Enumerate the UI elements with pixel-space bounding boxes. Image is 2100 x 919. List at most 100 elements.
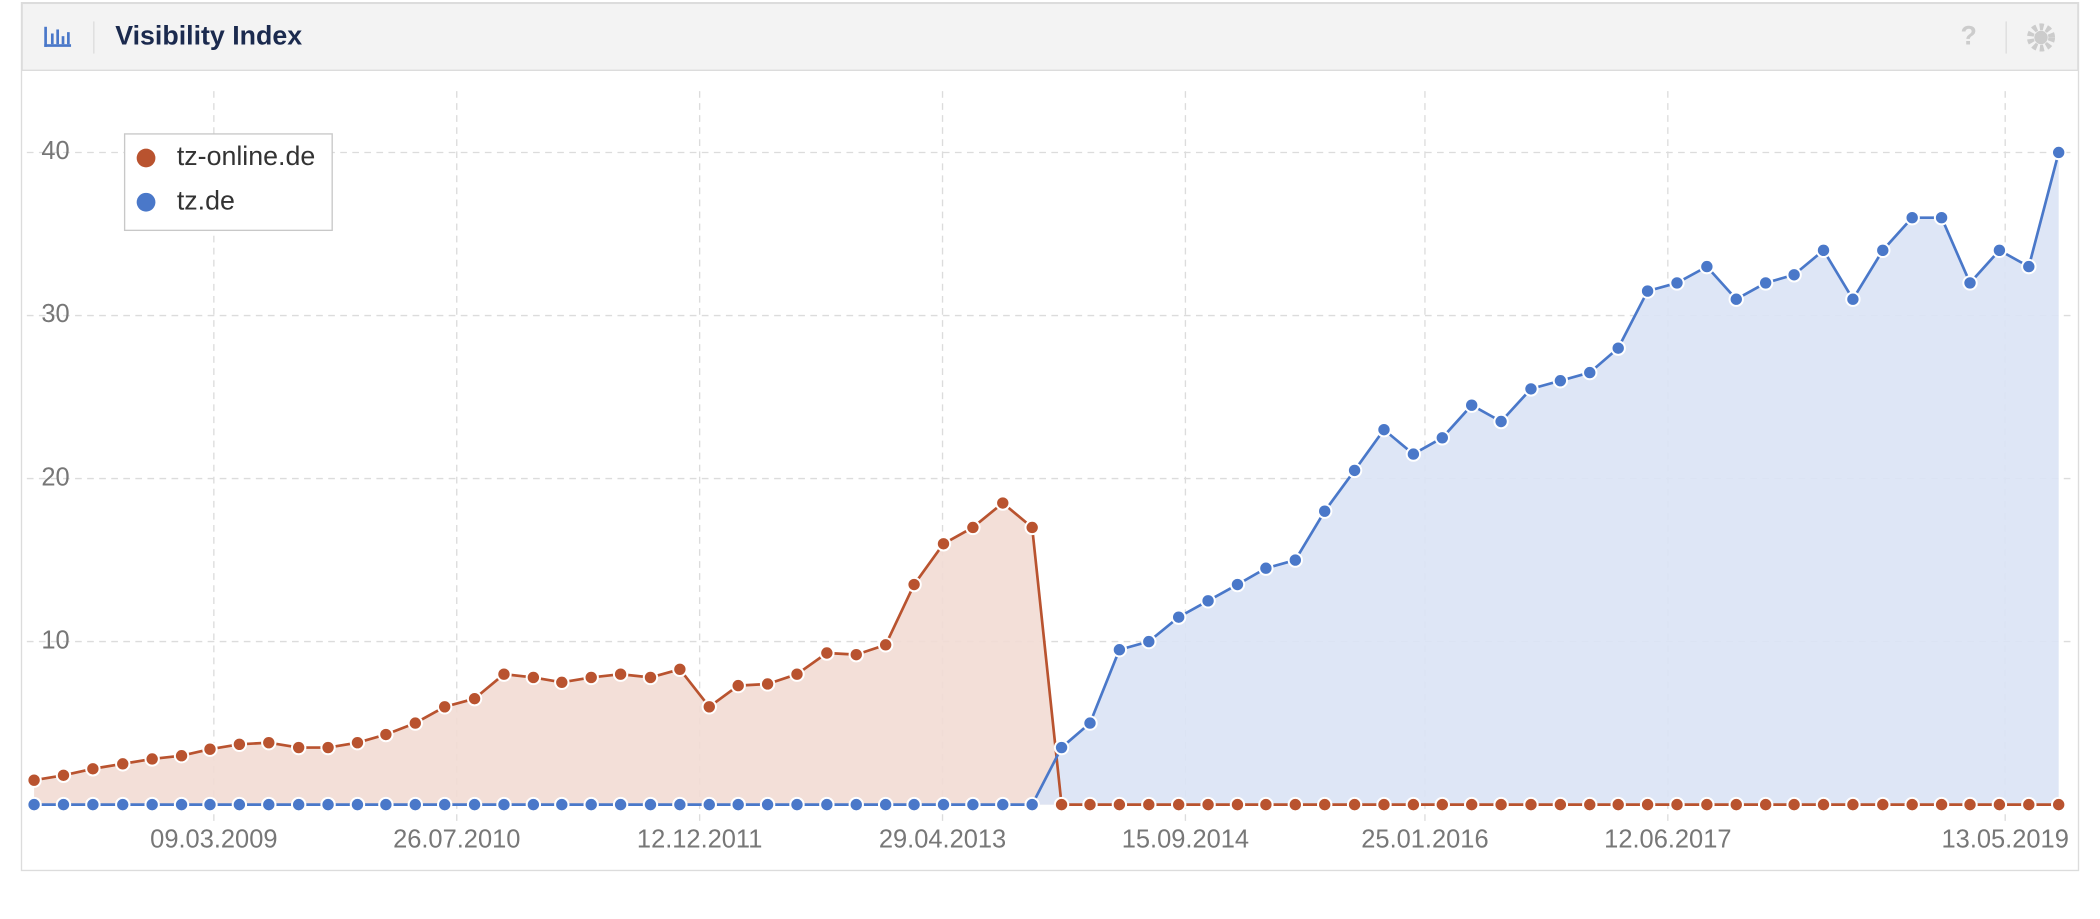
point xyxy=(1346,462,1363,479)
point xyxy=(173,796,190,813)
legend: tz-online.de tz.de xyxy=(123,133,333,232)
point xyxy=(1699,258,1715,275)
point xyxy=(1845,796,1861,813)
point xyxy=(496,796,512,813)
point xyxy=(1493,413,1509,430)
point xyxy=(55,796,72,813)
point xyxy=(583,669,599,686)
point xyxy=(1582,364,1598,381)
point xyxy=(1317,796,1333,813)
help-icon[interactable]: ? xyxy=(1961,21,1977,51)
point xyxy=(995,495,1011,511)
point xyxy=(1463,796,1480,813)
point xyxy=(173,748,190,764)
point xyxy=(466,796,483,813)
point xyxy=(1317,503,1333,519)
area xyxy=(34,503,2059,805)
point xyxy=(1582,796,1598,813)
point xyxy=(496,666,512,682)
plot: 10 20 30 40 09.03.2009 26.07.2010 12.12.2011 29… xyxy=(26,91,2074,854)
point xyxy=(1610,340,1626,356)
x-tick-label: 09.03.2009 xyxy=(150,826,277,854)
x-tick-label: 12.12.2011 xyxy=(637,826,762,854)
point xyxy=(789,796,805,813)
point xyxy=(906,576,922,593)
point xyxy=(1757,275,1774,291)
point xyxy=(759,676,776,692)
point xyxy=(672,661,688,678)
point xyxy=(26,772,42,788)
point xyxy=(1376,421,1392,438)
point xyxy=(1904,796,1920,813)
point xyxy=(1610,796,1626,813)
point xyxy=(642,796,659,813)
point xyxy=(290,796,307,813)
point xyxy=(1991,242,2008,259)
point xyxy=(1639,283,1656,299)
point xyxy=(85,796,101,813)
point xyxy=(1229,576,1246,593)
x-tick-label: 25.01.2016 xyxy=(1361,826,1488,854)
point xyxy=(202,796,218,813)
point xyxy=(1786,267,1802,283)
point xyxy=(965,796,981,813)
point xyxy=(290,739,307,756)
point xyxy=(935,796,952,813)
point xyxy=(1229,796,1246,813)
point xyxy=(1141,633,1157,650)
widget-title: Visibility Index xyxy=(115,21,302,51)
point xyxy=(1258,560,1274,576)
legend-box xyxy=(123,133,333,232)
settings-icon[interactable] xyxy=(2026,23,2056,52)
point xyxy=(1170,609,1187,625)
point xyxy=(1258,796,1274,813)
point xyxy=(1200,796,1216,813)
point xyxy=(55,767,72,783)
point xyxy=(231,796,248,813)
point xyxy=(26,796,42,813)
point xyxy=(1434,796,1450,813)
point xyxy=(642,669,659,686)
point xyxy=(1434,430,1450,446)
point xyxy=(1933,796,1950,813)
point xyxy=(436,796,453,813)
point xyxy=(2021,258,2037,275)
point xyxy=(877,637,894,653)
point xyxy=(877,796,894,813)
point xyxy=(2050,144,2067,161)
point xyxy=(1875,242,1891,259)
point xyxy=(1376,796,1392,813)
point xyxy=(819,796,835,813)
point xyxy=(1200,593,1216,609)
point xyxy=(554,796,570,813)
point xyxy=(701,796,717,813)
point xyxy=(1845,291,1861,307)
point xyxy=(202,741,218,757)
point xyxy=(261,796,277,813)
point xyxy=(261,734,277,751)
point xyxy=(1815,242,1832,259)
point xyxy=(1904,210,1920,226)
point xyxy=(1024,796,1040,813)
point xyxy=(1053,739,1070,756)
point xyxy=(1082,796,1098,813)
point xyxy=(730,796,746,813)
point xyxy=(525,669,542,686)
legend-label: tz-online.de xyxy=(177,141,315,171)
line xyxy=(34,152,2060,806)
point xyxy=(819,645,835,661)
point xyxy=(935,536,952,552)
chart-icon[interactable] xyxy=(44,26,72,47)
point xyxy=(1552,796,1569,813)
point xyxy=(1287,552,1304,568)
point xyxy=(1493,796,1509,813)
point xyxy=(1639,796,1656,813)
x-tick-label: 15.09.2014 xyxy=(1122,826,1249,854)
point xyxy=(466,690,483,707)
point xyxy=(730,677,746,694)
point xyxy=(1786,796,1802,813)
point xyxy=(612,796,629,813)
legend-label: tz.de xyxy=(177,185,235,215)
